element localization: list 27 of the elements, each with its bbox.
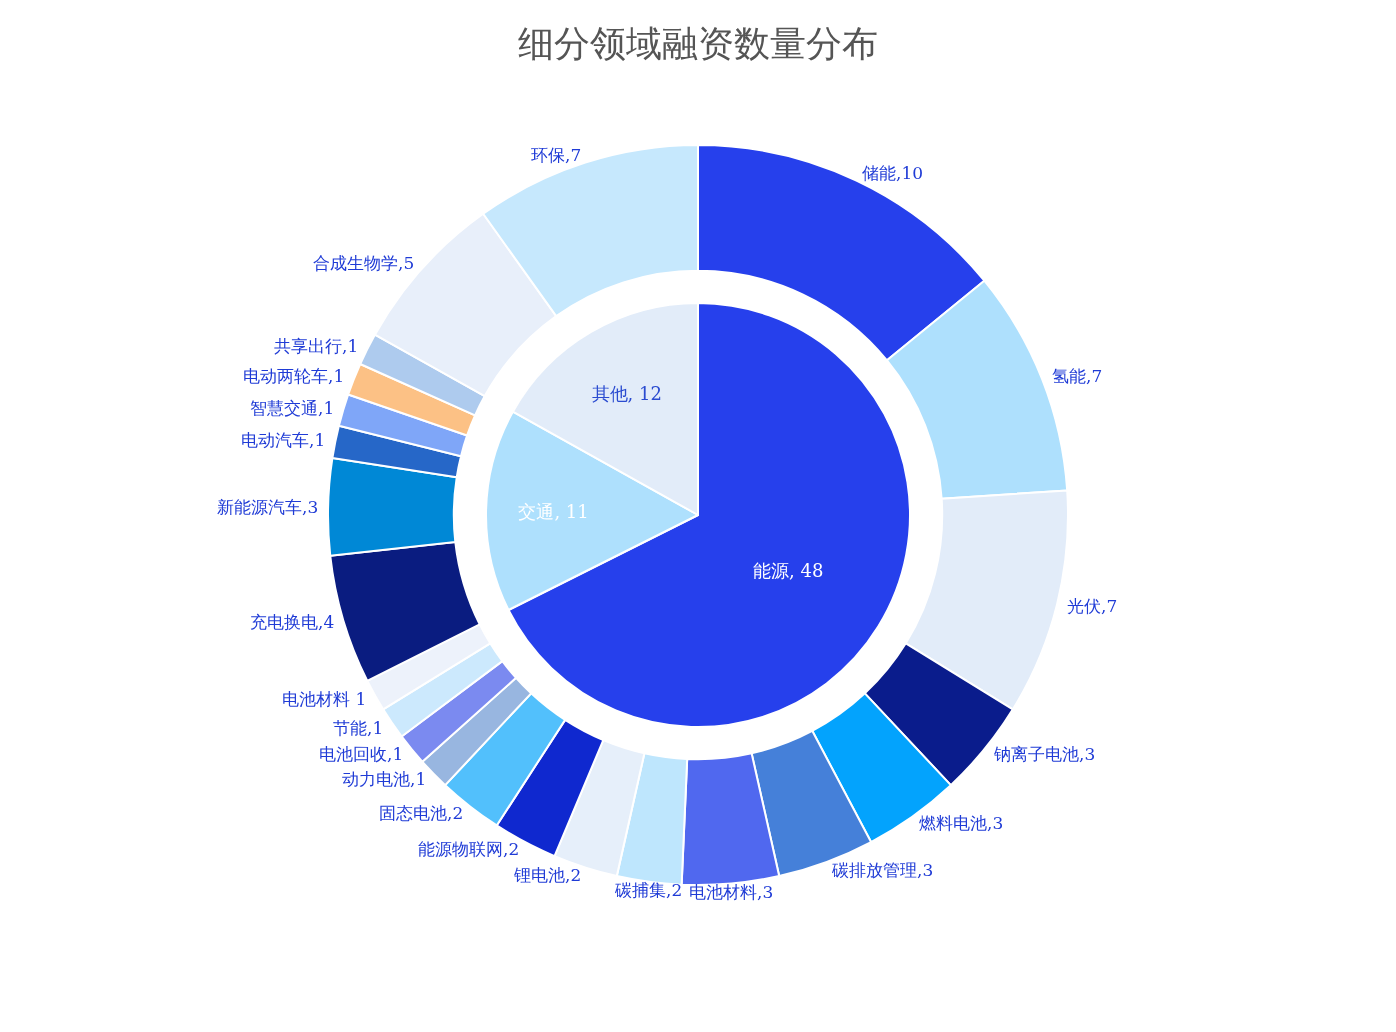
slice-label: 节能,1 xyxy=(333,718,384,738)
slice-label: 共享出行,1 xyxy=(274,336,359,356)
slice-label: 能源, 48 xyxy=(753,560,824,582)
slice-label: 新能源汽车,3 xyxy=(217,497,319,517)
slice-label: 电池材料 1 xyxy=(282,689,367,709)
slice-label: 智慧交通,1 xyxy=(250,398,335,418)
slice-label: 储能,10 xyxy=(862,163,924,183)
slice-label: 电动汽车,1 xyxy=(241,430,326,450)
slice-label: 钠离子电池,3 xyxy=(993,744,1096,764)
slice-label: 合成生物学,5 xyxy=(313,253,415,273)
chart-title: 细分领域融资数量分布 xyxy=(518,23,878,65)
slice-label: 氢能,7 xyxy=(1052,366,1103,386)
slice-label: 充电换电,4 xyxy=(250,612,335,632)
slice-label: 碳捕集,2 xyxy=(614,880,683,900)
slice-label: 燃料电池,3 xyxy=(919,813,1004,833)
slice-label: 能源物联网,2 xyxy=(418,839,520,859)
slice-label: 碳排放管理,3 xyxy=(831,860,934,880)
slice-label: 动力电池,1 xyxy=(342,769,427,789)
slice-label: 光伏,7 xyxy=(1067,596,1118,616)
slice-label: 电动两轮车,1 xyxy=(243,366,345,386)
slice-label: 其他, 12 xyxy=(591,383,662,405)
slice-label: 锂电池,2 xyxy=(513,865,582,885)
slice-label: 电池回收,1 xyxy=(319,744,404,764)
slice-label: 电池材料,3 xyxy=(689,882,774,902)
slice-label: 环保,7 xyxy=(531,145,582,165)
slice-label: 交通, 11 xyxy=(518,501,589,523)
slice-label: 固态电池,2 xyxy=(379,803,464,823)
